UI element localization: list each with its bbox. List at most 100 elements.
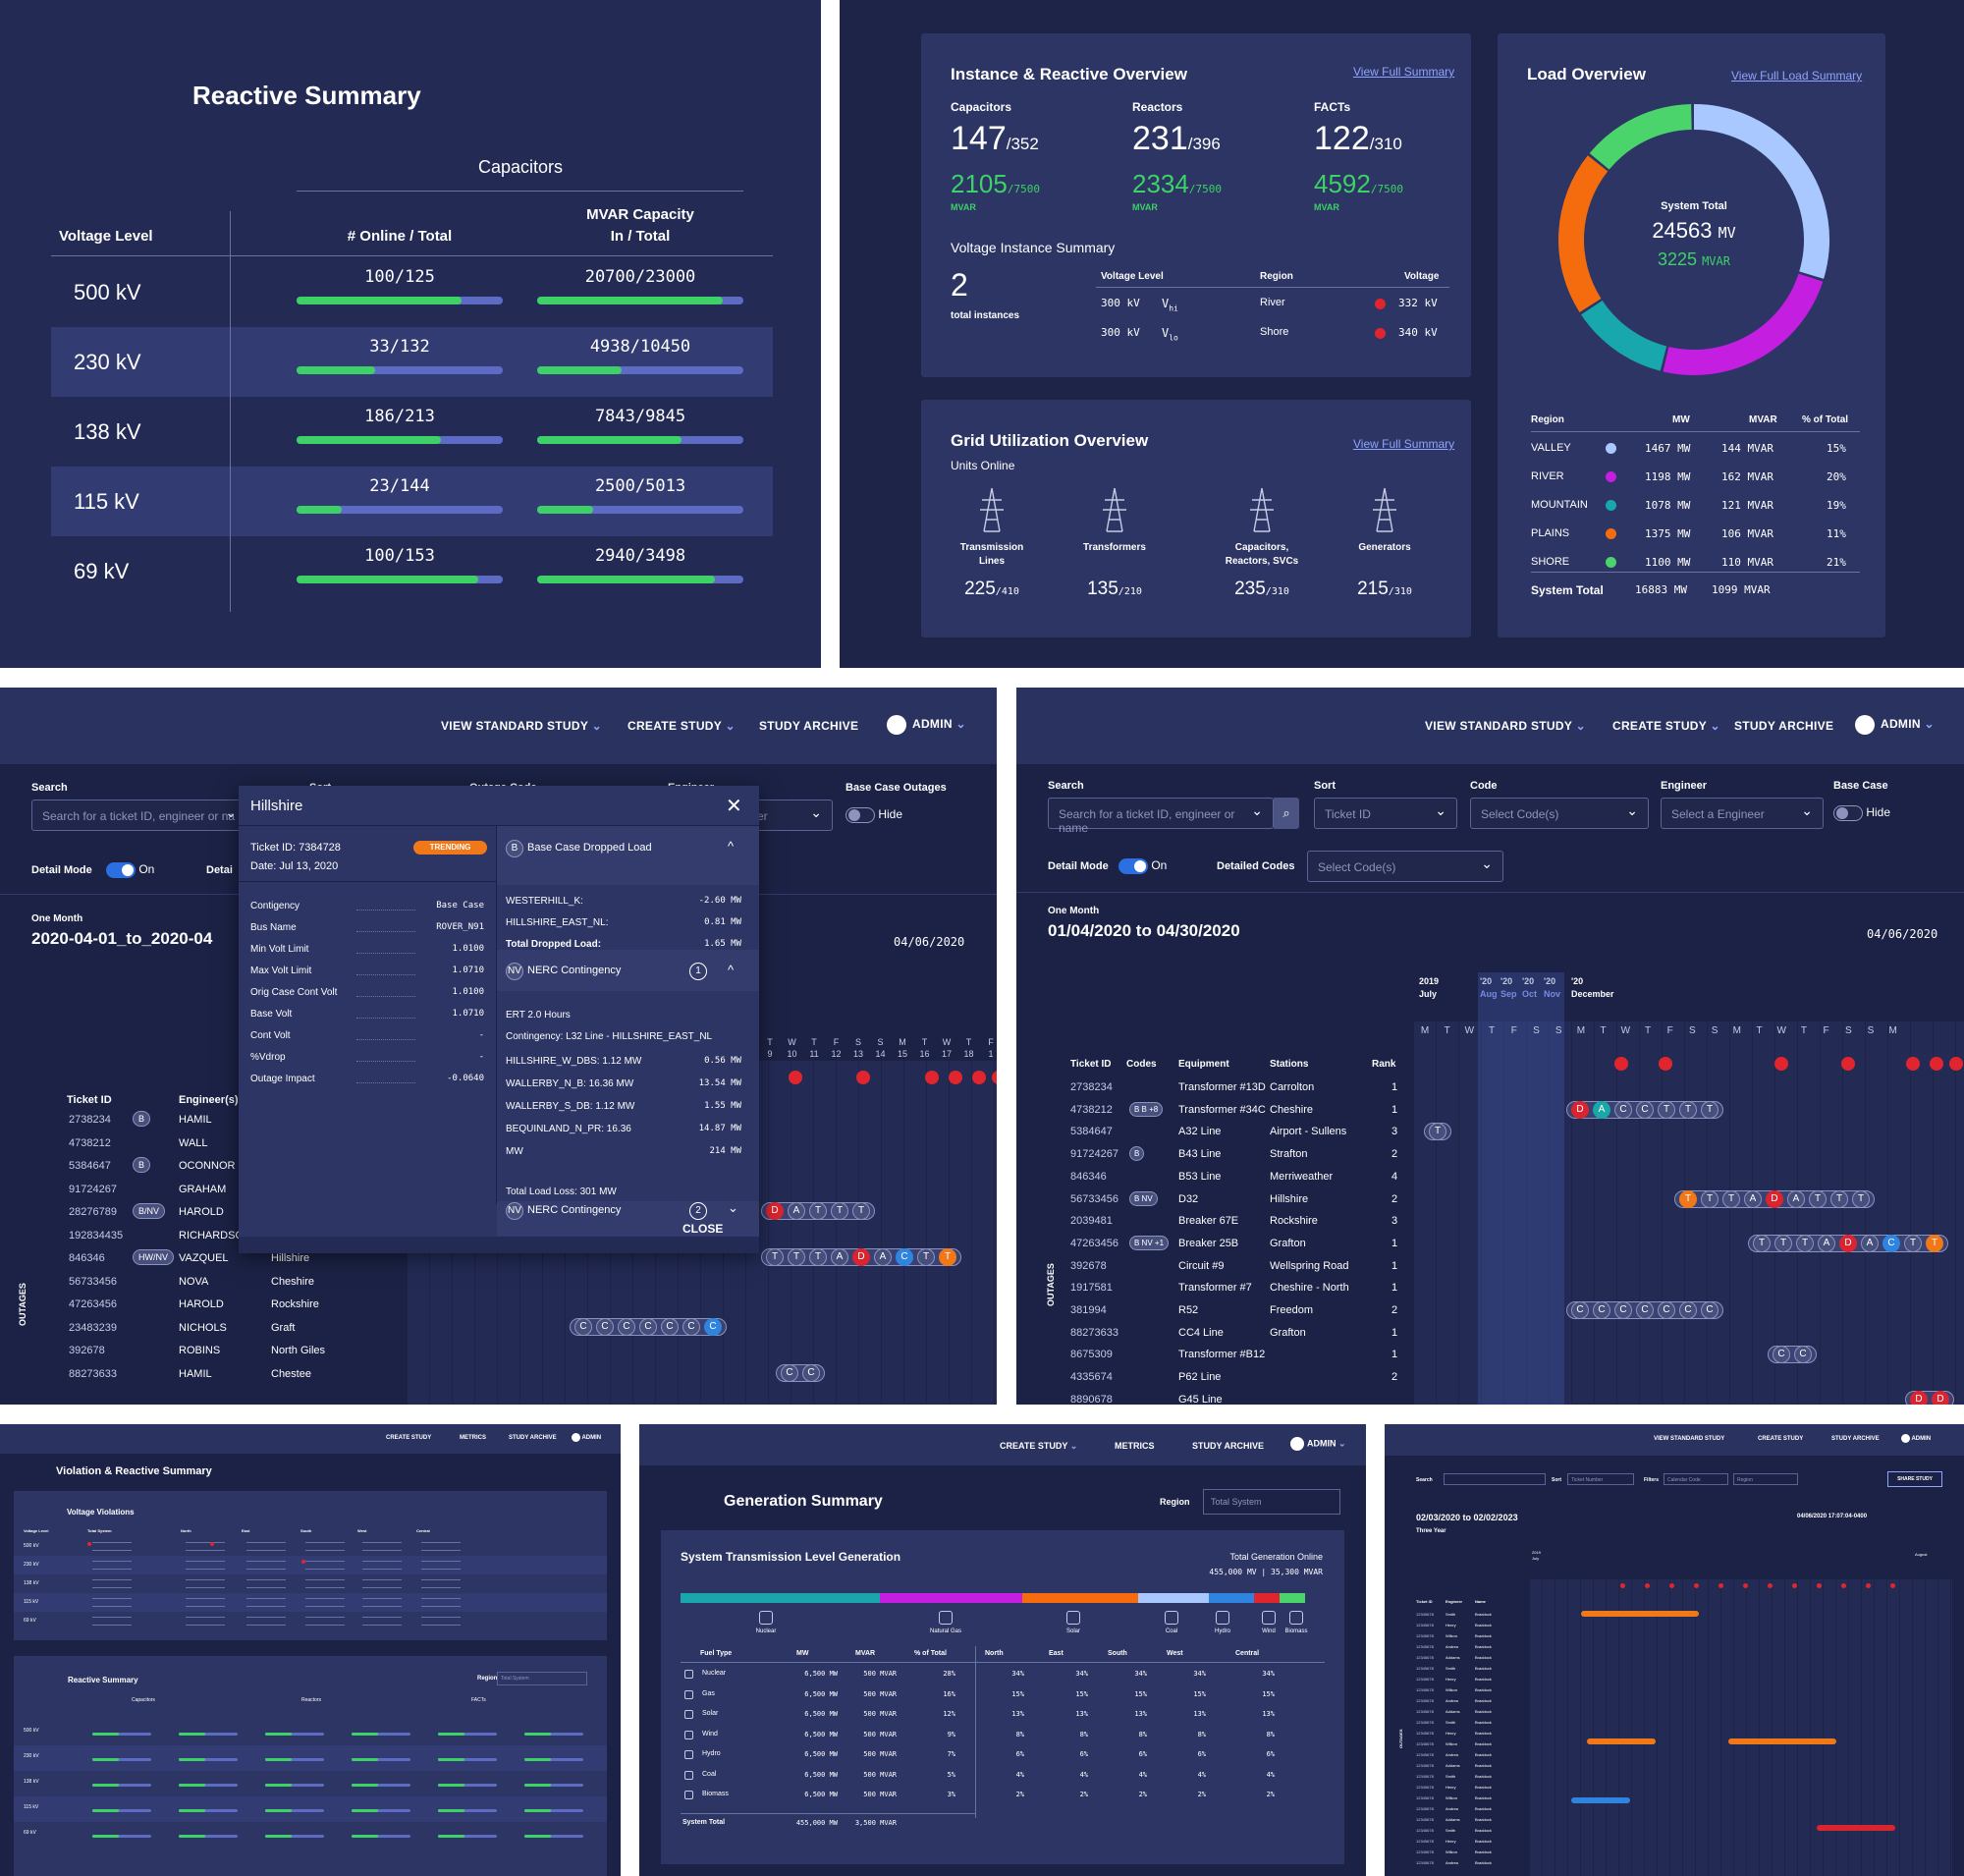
p8-ticket-id[interactable]: 12345678 — [1416, 1623, 1434, 1628]
ticket-id[interactable]: 192834435 — [69, 1229, 124, 1241]
nav-study-archive[interactable]: STUDY ARCHIVE — [1831, 1436, 1880, 1442]
nav-create-study[interactable]: CREATE STUDY — [1758, 1436, 1804, 1442]
nav-study-archive[interactable]: STUDY ARCHIVE — [1192, 1441, 1265, 1451]
p8-filter-region[interactable]: Region — [1733, 1473, 1798, 1485]
outage-code-chip[interactable]: D — [1910, 1390, 1928, 1405]
p8-ticket-id[interactable]: 12345678 — [1416, 1763, 1434, 1768]
ticket-id[interactable]: 4738212 — [1070, 1103, 1113, 1116]
sort-select[interactable]: Ticket ID — [1314, 798, 1457, 829]
outage-code-chip[interactable]: T — [1701, 1189, 1718, 1208]
p8-ticket-id[interactable]: 12345678 — [1416, 1785, 1434, 1790]
search-input[interactable]: Search for a ticket ID, engineer or name — [1048, 798, 1274, 835]
full-load-summary-link[interactable]: View Full Load Summary — [1731, 69, 1863, 83]
p8-ticket-id[interactable]: 12345678 — [1416, 1633, 1434, 1638]
p8-ticket-id[interactable]: 12345678 — [1416, 1774, 1434, 1779]
outage-code-chip[interactable]: T — [788, 1248, 805, 1266]
outage-code-chip[interactable]: T — [1658, 1100, 1675, 1119]
ticket-id[interactable]: 4335674 — [1070, 1371, 1113, 1384]
chevron-up-icon[interactable]: ^ — [728, 963, 735, 977]
p8-ticket-id[interactable]: 12345678 — [1416, 1709, 1434, 1714]
p8-ticket-id[interactable]: 12345678 — [1416, 1752, 1434, 1757]
outage-code-chip[interactable]: C — [781, 1363, 798, 1382]
p8-ticket-id[interactable]: 12345678 — [1416, 1612, 1434, 1617]
share-study-button[interactable]: SHARE STUDY — [1887, 1471, 1942, 1487]
outage-code-chip[interactable]: A — [1744, 1189, 1762, 1208]
nav-study-archive[interactable]: STUDY ARCHIVE — [1734, 719, 1834, 733]
detail-switch[interactable] — [106, 862, 136, 878]
p8-ticket-id[interactable]: 12345678 — [1416, 1677, 1434, 1682]
p8-ticket-id[interactable]: 12345678 — [1416, 1655, 1434, 1660]
nav-admin[interactable]: ADMIN — [572, 1433, 601, 1442]
outage-code-chip[interactable]: D — [852, 1248, 870, 1266]
outage-code-chip[interactable]: T — [917, 1248, 935, 1266]
outage-code-chip[interactable]: C — [574, 1317, 592, 1336]
p8-ticket-id[interactable]: 12345678 — [1416, 1687, 1434, 1692]
ticket-id[interactable]: 56733456 — [69, 1275, 117, 1288]
outage-code-chip[interactable]: T — [1796, 1234, 1814, 1252]
engineer-select[interactable]: Select a Engineer — [1661, 798, 1824, 829]
p8-ticket-id[interactable]: 12345678 — [1416, 1731, 1434, 1736]
nav-create-study[interactable]: CREATE STUDY ⌄ — [1612, 719, 1720, 733]
grid-full-summary-link[interactable]: View Full Summary — [1353, 437, 1455, 451]
nav-create-study[interactable]: CREATE STUDY — [386, 1435, 432, 1441]
p8-ticket-id[interactable]: 12345678 — [1416, 1860, 1434, 1865]
outage-code-chip[interactable]: D — [1839, 1234, 1857, 1252]
outage-code-chip[interactable]: A — [1593, 1100, 1610, 1119]
outage-code-chip[interactable]: T — [1679, 1189, 1697, 1208]
outage-code-chip[interactable]: C — [596, 1317, 614, 1336]
outage-code-chip[interactable]: T — [1429, 1123, 1446, 1141]
outage-code-chip[interactable]: T — [809, 1202, 827, 1220]
outage-code-chip[interactable]: A — [1861, 1234, 1879, 1252]
nav-create-study[interactable]: CREATE STUDY ⌄ — [627, 719, 736, 733]
nav-metrics[interactable]: METRICS — [460, 1435, 486, 1441]
outage-code-chip[interactable]: T — [1904, 1234, 1922, 1252]
nav-admin[interactable]: ADMIN ⌄ — [1855, 715, 1935, 735]
outage-code-chip[interactable]: T — [1701, 1100, 1718, 1119]
ticket-id[interactable]: 8675309 — [1070, 1349, 1113, 1361]
nav-view-standard-study[interactable]: VIEW STANDARD STUDY ⌄ — [441, 719, 602, 733]
ticket-id[interactable]: 8890678 — [1070, 1393, 1113, 1405]
outage-code-chip[interactable]: C — [1701, 1301, 1718, 1319]
nav-study-archive[interactable]: STUDY ARCHIVE — [509, 1435, 557, 1441]
outage-code-chip[interactable]: T — [1830, 1189, 1848, 1208]
ticket-id[interactable]: 381994 — [1070, 1304, 1107, 1316]
outage-code-chip[interactable]: A — [831, 1248, 848, 1266]
outage-code-chip[interactable]: C — [682, 1317, 700, 1336]
search-icon[interactable]: ⌕ — [1274, 798, 1299, 829]
section-base-case[interactable]: B Base Case Dropped Load — [506, 840, 652, 857]
chevron-up-icon[interactable]: ^ — [728, 839, 735, 854]
outage-code-chip[interactable]: T — [766, 1248, 784, 1266]
nav-view-standard-study[interactable]: VIEW STANDARD STUDY ⌄ — [1425, 719, 1586, 733]
outage-code-chip[interactable]: T — [1679, 1100, 1697, 1119]
ticket-id[interactable]: 88273633 — [1070, 1326, 1118, 1339]
outage-code-chip[interactable]: C — [1571, 1301, 1589, 1319]
ticket-id[interactable]: 23483239 — [69, 1321, 117, 1334]
outage-code-chip[interactable]: C — [1636, 1100, 1654, 1119]
search-input[interactable]: Search for a ticket ID, engineer or na — [31, 800, 247, 831]
ticket-id[interactable]: 91724267 — [69, 1183, 117, 1195]
modal-close-button[interactable]: CLOSE — [682, 1222, 724, 1236]
detail-mode-toggle[interactable]: On — [1118, 858, 1167, 874]
outage-code-chip[interactable]: D — [766, 1202, 784, 1220]
ticket-id[interactable]: 56733456 — [1070, 1192, 1118, 1205]
p8-ticket-id[interactable]: 12345678 — [1416, 1720, 1434, 1725]
ticket-id[interactable]: 392678 — [1070, 1259, 1107, 1272]
outage-code-chip[interactable]: T — [852, 1202, 870, 1220]
outage-code-chip[interactable]: C — [1614, 1100, 1632, 1119]
outage-code-chip[interactable]: T — [1753, 1234, 1771, 1252]
section-nerc-1[interactable]: NV NERC Contingency — [506, 963, 621, 980]
ticket-id[interactable]: 846346 — [1070, 1170, 1107, 1183]
outage-code-chip[interactable]: C — [661, 1317, 679, 1336]
outage-code-chip[interactable]: D — [1932, 1390, 1949, 1405]
nav-admin[interactable]: ADMIN ⌄ — [1290, 1437, 1346, 1451]
outage-code-chip[interactable]: C — [896, 1248, 913, 1266]
p8-ticket-id[interactable]: 12345678 — [1416, 1741, 1434, 1746]
outage-code-chip[interactable]: A — [788, 1202, 805, 1220]
p8-ticket-id[interactable]: 12345678 — [1416, 1698, 1434, 1703]
outage-code-chip[interactable]: C — [802, 1363, 820, 1382]
ticket-id[interactable]: 5384647 — [69, 1160, 111, 1172]
outage-code-chip[interactable]: C — [1658, 1301, 1675, 1319]
p8-sort-select[interactable]: Ticket Number — [1567, 1473, 1634, 1485]
outage-code-chip[interactable]: C — [1636, 1301, 1654, 1319]
outage-code-chip[interactable]: D — [1766, 1189, 1783, 1208]
